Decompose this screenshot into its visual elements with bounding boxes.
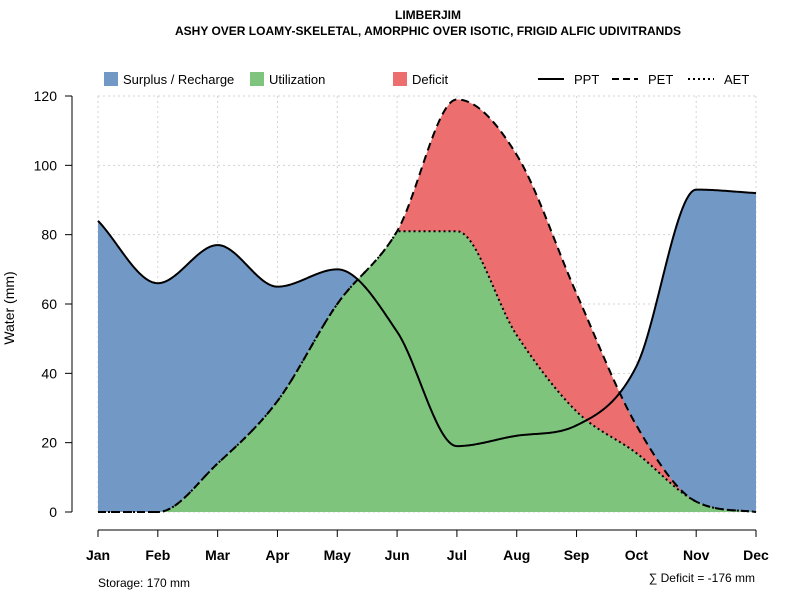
deficit-annotation: ∑ Deficit = -176 mm [649, 571, 755, 585]
chart-title: LIMBERJIM [395, 8, 461, 22]
axis-layer: 0 20 40 60 80 100 120 Jan Feb Mar Apr May Jun Jul Aug S… [34, 88, 769, 563]
line-layer [97, 98, 757, 513]
x-tick-label-oct: Oct [625, 547, 649, 563]
y-tick-label-20: 20 [41, 435, 57, 451]
x-tick-label-aug: Aug [503, 547, 530, 563]
y-tick-label-120: 120 [34, 88, 58, 104]
area-layer [98, 99, 756, 512]
x-tick-label-apr: Apr [265, 547, 290, 563]
y-axis-label: Water (mm) [1, 271, 17, 344]
legend-swatch-utilization [250, 72, 264, 86]
x-tick-label-nov: Nov [683, 547, 710, 563]
x-tick-label-jun: Jun [385, 547, 410, 563]
x-tick-label-mar: Mar [205, 547, 230, 563]
deficit-area [98, 99, 756, 512]
legend-swatch-surplus-recharge [104, 72, 118, 86]
x-tick-label-dec: Dec [743, 547, 769, 563]
pet-line [98, 98, 757, 513]
y-tick-label-0: 0 [49, 504, 57, 520]
x-tick-label-sep: Sep [564, 547, 590, 563]
y-tick-label-40: 40 [41, 365, 57, 381]
legend-label-ppt: PPT [574, 72, 599, 87]
legend-swatch-deficit [393, 72, 407, 86]
x-tick-label-jul: Jul [447, 547, 467, 563]
legend-label-deficit: Deficit [412, 72, 449, 87]
storage-annotation: Storage: 170 mm [98, 576, 190, 590]
x-tick-label-jan: Jan [86, 547, 110, 563]
legend-label-utilization: Utilization [269, 72, 325, 87]
y-tick-label-80: 80 [41, 227, 57, 243]
chart-subtitle: ASHY OVER LOAMY-SKELETAL, AMORPHIC OVER … [175, 24, 681, 38]
x-tick-label-feb: Feb [145, 547, 170, 563]
x-tick-label-may: May [324, 547, 351, 563]
legend-label-pet: PET [648, 72, 673, 87]
legend-label-aet: AET [724, 72, 749, 87]
legend: Surplus / Recharge Utilization Deficit PPT P… [104, 72, 749, 87]
y-tick-label-100: 100 [34, 157, 58, 173]
utilization-area [98, 231, 756, 512]
legend-label-surplus-recharge: Surplus / Recharge [123, 72, 234, 87]
y-tick-label-60: 60 [41, 296, 57, 312]
ppt-line [97, 188, 757, 448]
